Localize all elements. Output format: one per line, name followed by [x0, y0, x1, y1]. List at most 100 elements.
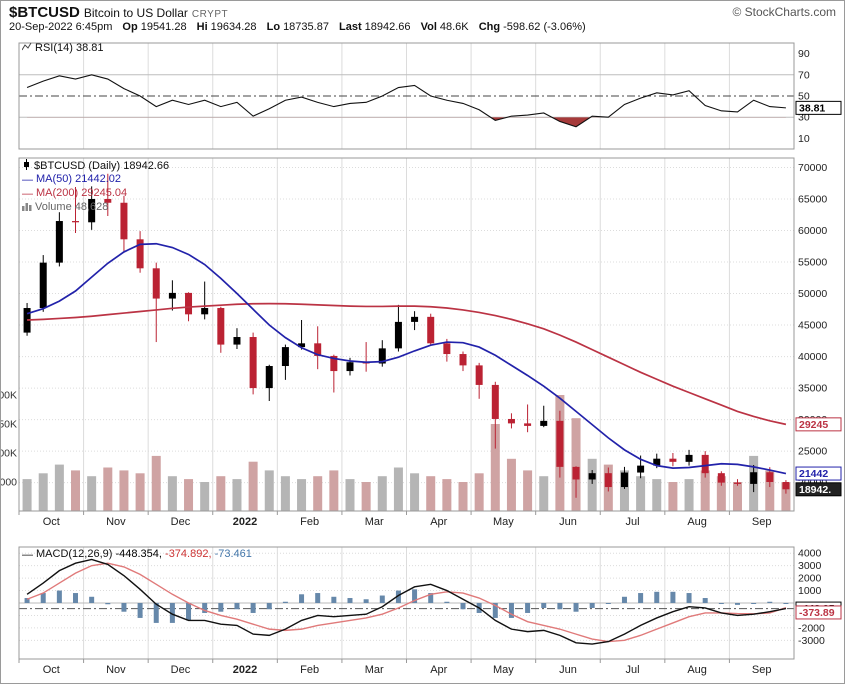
- candle-body: [55, 221, 63, 263]
- volume-bar: [781, 482, 791, 511]
- y-axis-label: 25000: [798, 446, 827, 458]
- volume-bar: [458, 482, 468, 511]
- ma50-value-box-box: [795, 466, 842, 481]
- x-axis-month-label: Feb: [300, 664, 319, 676]
- volume-bar: [87, 476, 97, 511]
- x-axis-month-label: Oct: [43, 516, 60, 528]
- candle-body: [733, 482, 741, 484]
- signal-line: [26, 562, 787, 643]
- histogram-bar: [508, 603, 514, 618]
- histogram-bar: [605, 603, 611, 604]
- volume-bar: [474, 473, 484, 511]
- ma50-line-icon: —: [22, 174, 33, 186]
- candle-body: [88, 198, 96, 223]
- candle-body: [298, 343, 306, 348]
- x-axis-month-label: Jun: [559, 664, 577, 676]
- volume-y-axis: 00K 50K 00K 0000: [1, 390, 17, 489]
- candle-body: [459, 354, 467, 366]
- histogram-bar: [218, 603, 224, 612]
- candle-body: [443, 343, 451, 355]
- x-axis-months-upper: Oct Nov Dec 2022 Feb Mar Apr May Jun Jul Aug Sep: [18, 511, 772, 528]
- volume-bar: [54, 464, 64, 511]
- y-axis-label: 65000: [798, 193, 827, 205]
- title-line: $BTCUSD Bitcoin to US Dollar CRYPT © Stock…: [9, 4, 836, 22]
- price-legend: $BTCUSD (Daily) 18942.66: [22, 159, 169, 174]
- x-axis-month-label: Feb: [300, 516, 319, 528]
- price-hgrid: [19, 166, 794, 484]
- y-axis-label: 2000: [798, 573, 822, 585]
- histogram-bar: [492, 603, 498, 618]
- candle-body: [72, 221, 80, 223]
- x-axis-month-label: Oct: [43, 664, 60, 676]
- symbol-label: $BTCUSD: [9, 4, 80, 21]
- y-axis-label: 45000: [798, 320, 827, 332]
- candle-body: [620, 472, 628, 488]
- histogram-bar: [169, 603, 175, 623]
- candle-body: [524, 423, 532, 426]
- volume-bar: [377, 476, 387, 511]
- volume-bar: [329, 470, 339, 511]
- volume-bar: [103, 467, 113, 511]
- candle-body: [233, 337, 241, 345]
- quote-chg-value: -598.62 (-3.06%): [503, 21, 586, 33]
- candle-body: [378, 348, 386, 364]
- histogram-bar: [73, 593, 79, 603]
- candle-body: [637, 465, 645, 473]
- histogram-bar: [234, 603, 240, 610]
- histogram-bar: [638, 593, 644, 603]
- x-axis-month-label: Sep: [752, 516, 772, 528]
- price-legend-text: $BTCUSD (Daily) 18942.66: [34, 160, 170, 172]
- quote-open-label: Op: [122, 21, 138, 33]
- macd-legend: — MACD(12,26,9) -448.354, -374.892, -73.4…: [22, 548, 252, 562]
- x-axis-month-label: Jun: [559, 516, 577, 528]
- quote-open-value: 19541.28: [140, 21, 187, 33]
- candle-body: [185, 292, 193, 315]
- histogram-bar: [767, 601, 773, 603]
- macd-line: [26, 558, 787, 645]
- volume-bar: [442, 479, 452, 511]
- ma50-legend: — MA(50) 21442.02: [22, 173, 121, 187]
- candle-body: [168, 292, 176, 299]
- x-axis-month-label: Dec: [171, 516, 191, 528]
- x-axis-month-label: Nov: [106, 664, 126, 676]
- candle-body: [766, 472, 774, 483]
- quote-last-label: Last: [339, 21, 362, 33]
- signal-value-box-box: [795, 605, 842, 620]
- candle-body: [427, 316, 435, 344]
- candle-body: [120, 202, 128, 240]
- volume-bar: [700, 470, 710, 511]
- candle-body: [394, 321, 402, 349]
- volume-bar: [71, 470, 81, 511]
- y-axis-label: 30: [798, 112, 810, 124]
- histogram-bar: [686, 593, 692, 603]
- histogram-bar: [654, 591, 660, 603]
- volume-bar: [22, 479, 32, 511]
- ma200-legend-text: MA(200) 29245.04: [36, 187, 128, 199]
- macd-histogram: [24, 589, 789, 623]
- x-axis-month-label: Sep: [752, 664, 772, 676]
- histogram-bar: [40, 593, 46, 603]
- histogram-bar: [202, 603, 208, 613]
- quote-vol-value: 48.6K: [439, 21, 469, 33]
- y-axis-label: -2000: [798, 622, 825, 634]
- quote-datetime: 20-Sep-2022 6:45pm: [9, 21, 113, 33]
- ma50-line: [26, 242, 787, 475]
- histogram-bar: [89, 596, 95, 603]
- chart-canvas: 90 70 50 30 10 38.81 00K 50K 00K 0000 70000 65000 60…: [1, 42, 842, 676]
- y-axis-label: 1000: [798, 585, 822, 597]
- histogram-bar: [105, 603, 111, 605]
- x-axis-month-label: Nov: [106, 516, 126, 528]
- histogram-bar: [363, 599, 369, 603]
- volume-bar: [393, 467, 403, 511]
- volume-bar: [410, 473, 420, 511]
- y-axis-label: -3000: [798, 635, 825, 647]
- candle-body: [201, 308, 209, 315]
- histogram-bar: [734, 603, 740, 605]
- volume-legend-text: Volume 48,628: [35, 201, 109, 213]
- quote-vol-label: Vol: [420, 21, 437, 33]
- x-axis-month-label: Jul: [626, 664, 640, 676]
- histogram-bar: [56, 590, 62, 603]
- histogram-bar: [412, 589, 418, 603]
- histogram-bar: [137, 603, 143, 618]
- candle-body: [717, 473, 725, 483]
